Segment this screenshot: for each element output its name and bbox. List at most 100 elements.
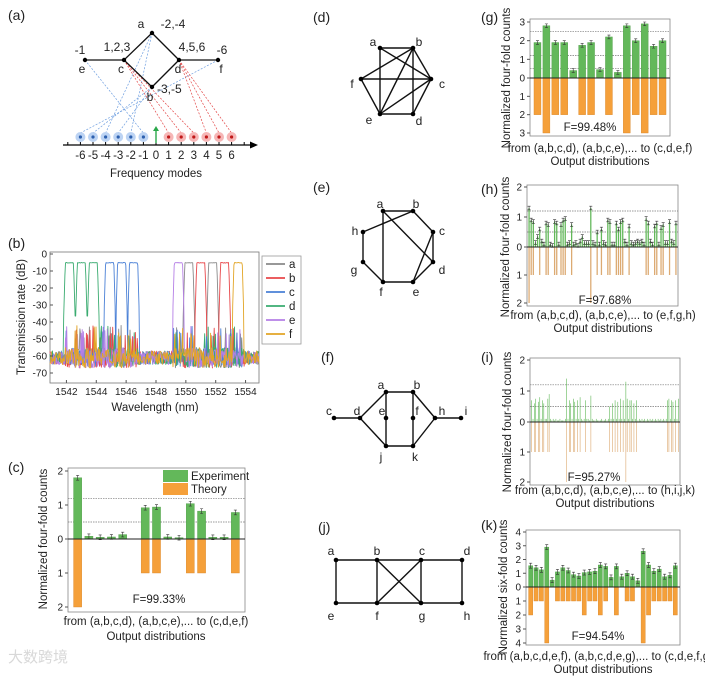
node-label-d: d [354, 404, 361, 418]
experiment-bar [669, 418, 671, 422]
error-bar [589, 205, 593, 211]
experiment-bar [632, 40, 640, 79]
error-bar [633, 240, 637, 245]
experiment-bar [542, 400, 543, 422]
theory-bar [553, 247, 556, 275]
error-bar [580, 43, 584, 48]
theory-bar [542, 77, 551, 134]
legend-label-experiment: Experiment [191, 471, 250, 483]
experiment-bar [663, 418, 664, 422]
theory-bar [533, 586, 539, 602]
error-bar [76, 475, 80, 481]
watermark-logo: 大数跨境 [8, 648, 68, 666]
panel-d-graph: a b c d e f [350, 35, 445, 128]
error-bar [562, 40, 566, 45]
error-bar [565, 241, 569, 247]
graph-node [410, 443, 416, 449]
x-axis-label: from (a,b,c,d), (a,b,c,e),... to (e,f,g,… [510, 310, 696, 322]
error-bar [614, 220, 618, 226]
experiment-bar [608, 418, 609, 422]
panel-f-graph: c d a b e f h i j k [326, 378, 467, 464]
theory-bar [560, 247, 562, 275]
mode-tick-label: 0 [153, 150, 159, 162]
graph-node [149, 84, 155, 90]
experiment-bar [532, 221, 534, 247]
graph-edge [123, 59, 153, 88]
error-bar [542, 241, 546, 247]
experiment-bar [140, 507, 150, 540]
experiment-bar [536, 418, 538, 422]
graph-node [333, 557, 339, 563]
theory-bar [630, 586, 635, 602]
node-label-b: b [414, 378, 421, 392]
experiment-bar [673, 565, 678, 588]
graph-node [383, 415, 389, 421]
x-axis-label: Wavelength (nm) [111, 402, 198, 414]
experiment-bar [657, 418, 659, 422]
theory-bar [626, 422, 628, 452]
y-tick-label: -20 [33, 284, 48, 295]
experiment-bar [637, 420, 639, 422]
experiment-bar [636, 400, 637, 422]
mode-link [117, 86, 153, 134]
error-bar [557, 241, 561, 247]
node-label-h: h [464, 609, 471, 623]
photon-mode-dot [217, 135, 221, 139]
node-label-e: e [79, 62, 86, 76]
experiment-bar [581, 418, 582, 422]
error-bar [630, 573, 634, 580]
theory-bar [547, 247, 549, 275]
error-bar [607, 34, 611, 40]
experiment-bar [547, 224, 549, 247]
experiment-bar [558, 420, 559, 422]
theory-bar [587, 77, 595, 115]
theory-bar [671, 422, 672, 452]
error-bar [665, 240, 669, 245]
theory-bar [577, 422, 578, 452]
experiment-bar [556, 223, 558, 247]
panel-h-bar-chart: 0 1 2 1 2 Normalized four-fold counts F=97.68%… [500, 176, 696, 335]
x-axis-label: from (a,b,c,d), (a,b,c,e),... to (c,d,e,… [508, 143, 693, 155]
theory-bar [539, 247, 541, 275]
theory-bar [646, 586, 651, 616]
graph-edge [412, 261, 434, 283]
node-label-c: c [439, 77, 445, 91]
experiment-bar [664, 242, 666, 247]
experiment-bar [539, 229, 541, 247]
experiment-bar [641, 241, 643, 247]
error-bar [638, 240, 642, 245]
experiment-bar [563, 420, 565, 422]
theory-bar [607, 247, 609, 275]
theory-bar [609, 422, 611, 452]
error-bar [623, 238, 627, 244]
experiment-bar [626, 398, 628, 422]
photon-mode-dot [91, 135, 95, 139]
series-line-f [49, 262, 260, 369]
experiment-bar [590, 208, 592, 247]
experiment-bar [622, 220, 624, 247]
node-label-d: d [175, 62, 182, 76]
mode-link [130, 32, 153, 134]
mode-link [123, 59, 195, 134]
y-tick-label: 2 [515, 611, 521, 622]
mode-link [123, 59, 169, 134]
theory-bar [585, 422, 586, 452]
experiment-bar [560, 567, 566, 588]
theory-bar [678, 422, 679, 452]
error-bar [627, 223, 631, 229]
theory-bar [562, 247, 564, 275]
experiment-bar [645, 420, 647, 422]
error-bar [155, 504, 158, 510]
x-axis-title: Output distributions [106, 631, 205, 643]
graph-node [430, 229, 436, 235]
node-label-f: f [415, 404, 419, 418]
experiment-bar [574, 401, 576, 422]
error-bar [544, 220, 548, 226]
experiment-bar [632, 418, 633, 422]
theory-bar [566, 422, 567, 482]
experiment-bar [615, 223, 617, 247]
panel-label-c: (c) [8, 459, 24, 475]
theory-bar [565, 586, 571, 602]
experiment-bar [614, 400, 616, 422]
experiment-bar [630, 242, 632, 247]
